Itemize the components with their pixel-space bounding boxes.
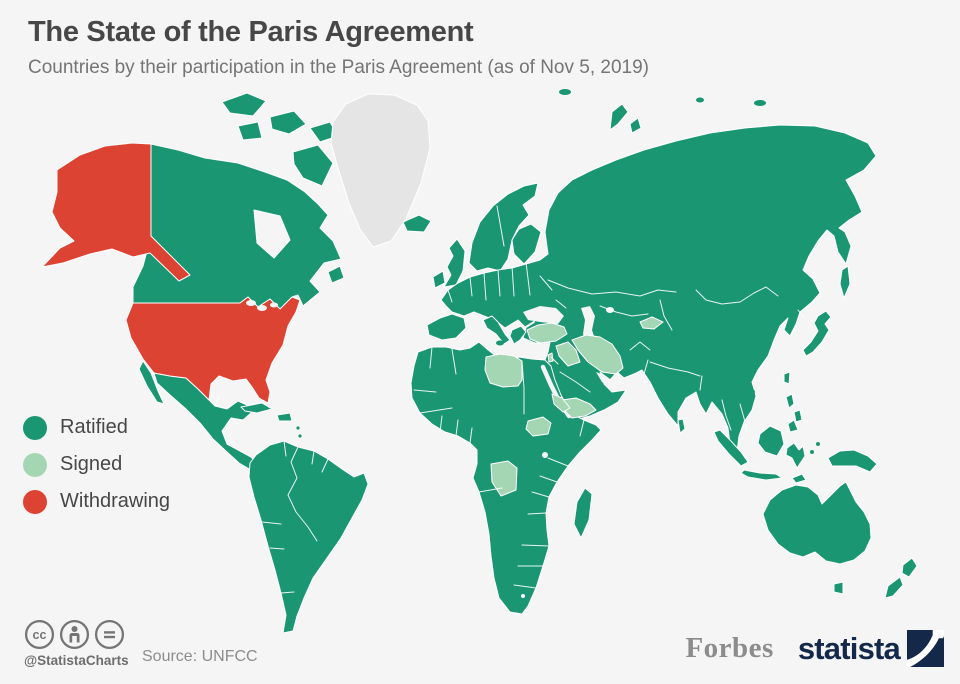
map-country-borders (214, 205, 805, 594)
map-region-iraq (555, 341, 581, 367)
map-region-hainan (749, 389, 755, 395)
no-derivatives-icon[interactable] (94, 619, 125, 650)
license-block: cc @StatistaCharts (24, 619, 129, 668)
map-region-kyrgyzstan (639, 316, 664, 330)
great-lake-3 (270, 302, 278, 308)
map-region-south-america (248, 440, 369, 634)
map-region-greenland (330, 93, 431, 248)
legend-label: Ratified (60, 416, 128, 438)
map-region-sicily (496, 340, 504, 346)
map-region-new-zealand-north (901, 557, 918, 578)
persian-gulf (596, 372, 620, 390)
map-region-taiwan (783, 371, 791, 385)
source-credit: Source: UNFCC (142, 648, 258, 665)
statista-logo-icon[interactable] (907, 630, 944, 667)
attribution-icon[interactable] (59, 619, 90, 650)
map-region-caribbean (240, 402, 302, 438)
map-region-sri-lanka (677, 418, 686, 434)
map-region-ireland (432, 270, 446, 289)
map-regions-signed (484, 316, 664, 497)
withdrawing-swatch (23, 489, 47, 514)
ratified-swatch (23, 415, 47, 440)
map-region-australia (762, 481, 872, 565)
map-region-mexico-central-america (153, 372, 258, 471)
map-region-arctic-russia-islands (559, 89, 766, 134)
map-region-madagascar (573, 487, 593, 539)
black-sea (523, 306, 564, 324)
map-region-indonesia (713, 425, 820, 484)
statista-charts-handle[interactable]: @StatistaCharts (24, 653, 129, 668)
lesotho-gap (521, 594, 525, 598)
legend-label: Signed (60, 453, 123, 475)
publisher-logos: Forbes statista (685, 630, 944, 667)
legend-item-signed: Signed (23, 446, 170, 483)
map-region-arctic-islands (221, 92, 345, 284)
legend-label: Withdrawing (60, 490, 171, 512)
map-region-libya (484, 353, 523, 388)
map-region-alaska (41, 142, 191, 282)
great-lake-1 (246, 300, 256, 306)
map-region-greece (509, 325, 527, 345)
page-title: The State of the Paris Agreement (28, 16, 474, 48)
map-region-yemen (561, 397, 597, 419)
svg-text:cc: cc (33, 628, 47, 642)
forbes-logo[interactable]: Forbes (685, 632, 774, 664)
map-region-angola (490, 460, 518, 497)
map-region-new-guinea (827, 449, 878, 473)
map-regions-withdrawing (41, 142, 301, 404)
map-region-usa (125, 296, 301, 404)
map-region-tasmania (833, 581, 844, 595)
legend-item-ratified: Ratified (23, 409, 170, 446)
cc-icon[interactable]: cc (24, 619, 55, 650)
map-region-lebanon (547, 352, 554, 363)
map-region-italy (482, 315, 511, 345)
page-subtitle: Countries by their participation in the … (28, 57, 649, 78)
legend: Ratified Signed Withdrawing (23, 409, 170, 520)
map-region-new-zealand-south (884, 576, 904, 599)
map-region-baja (138, 360, 165, 405)
legend-item-withdrawing: Withdrawing (23, 483, 170, 520)
bosphorus-strait (525, 321, 535, 328)
lake-victoria (542, 452, 548, 458)
map-region-iran (571, 334, 624, 375)
header: The State of the Paris Agreement Countri… (28, 16, 649, 79)
map-region-iceland (402, 214, 432, 233)
map-region-south-sudan (525, 416, 552, 437)
statista-wordmark[interactable]: statista (797, 630, 901, 666)
great-lake-2 (257, 305, 267, 311)
map-region-finland (511, 223, 542, 265)
map-region-turkey (526, 322, 568, 344)
map-region-iberia (426, 313, 467, 341)
map-region-japan (802, 310, 832, 357)
cc-license-icons[interactable]: cc (24, 619, 129, 650)
map-region-sakhalin (839, 265, 851, 299)
map-region-eritrea (551, 393, 571, 413)
map-region-philippines (785, 393, 803, 433)
signed-swatch (23, 452, 47, 477)
map-region-uk (443, 238, 466, 288)
